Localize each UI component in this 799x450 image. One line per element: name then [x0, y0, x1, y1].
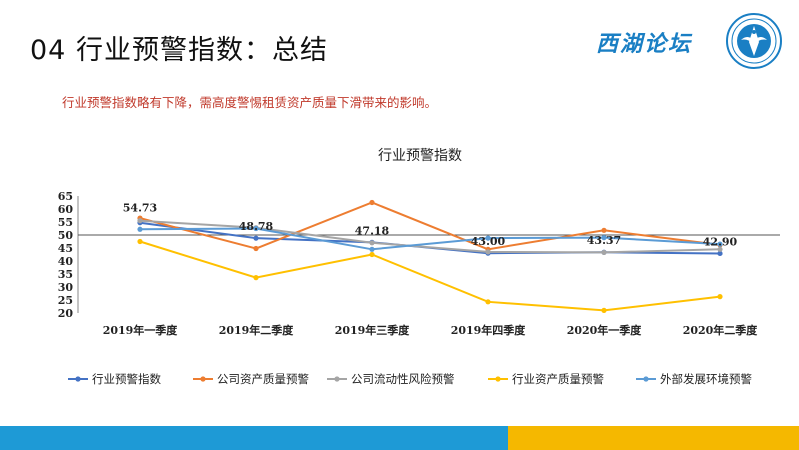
- legend-label: 行业预警指数: [92, 372, 161, 386]
- data-point: [485, 235, 491, 241]
- data-point: [717, 294, 723, 300]
- x-tick-label: 2020年二季度: [683, 323, 759, 337]
- data-label: 54.73: [123, 202, 157, 215]
- logo-emblem-icon: [726, 13, 782, 69]
- y-tick-label: 55: [58, 216, 73, 229]
- legend-item: 公司流动性风险预警: [327, 372, 455, 386]
- data-point: [253, 245, 259, 252]
- data-point: [369, 251, 375, 258]
- legend-label: 行业资产质量预警: [512, 372, 604, 386]
- data-point: [137, 238, 143, 245]
- data-labels: 54.73 48.78 47.18 43.00 43.37 42.90: [123, 202, 738, 249]
- data-point: [137, 226, 143, 232]
- y-tick-label: 30: [58, 281, 74, 294]
- slide-title: 04 行业预警指数：总结: [30, 35, 328, 66]
- x-tick-label: 2019年三季度: [335, 323, 411, 337]
- series-line: [139, 219, 721, 254]
- series-line: [139, 201, 721, 251]
- legend-item: 行业预警指数: [68, 372, 161, 386]
- x-tick-label: 2019年四季度: [451, 323, 527, 337]
- data-label: 42.90: [703, 235, 738, 248]
- chart-legend: 行业预警指数 公司资产质量预警 公司流动性风险预警 行业资产质量预警 外部发展环境预警: [68, 372, 752, 386]
- legend-marker: [643, 376, 649, 382]
- y-tick-label: 50: [58, 229, 74, 242]
- data-point: [369, 240, 375, 246]
- series-line: [139, 240, 721, 312]
- data-point: [717, 246, 723, 252]
- data-point: [485, 299, 491, 305]
- data-point: [601, 235, 607, 241]
- data-point: [601, 227, 607, 233]
- data-label: 43.37: [587, 234, 621, 247]
- footer-bar-blue: [0, 426, 508, 450]
- y-tick-label: 40: [58, 255, 74, 268]
- data-point: [253, 235, 259, 241]
- series-line: [139, 227, 721, 251]
- footer-bar-yellow: [508, 426, 799, 450]
- x-tick-label: 2019年二季度: [219, 323, 295, 337]
- legend-label: 外部发展环境预警: [660, 372, 752, 386]
- data-point: [717, 241, 723, 247]
- legend-item: 行业资产质量预警: [488, 372, 604, 386]
- logo-text: 西湖论坛: [596, 31, 693, 57]
- data-point: [369, 246, 375, 252]
- data-label: 48.78: [239, 220, 274, 233]
- y-tick-label: 45: [58, 242, 73, 255]
- data-point: [253, 275, 259, 281]
- legend-label: 公司流动性风险预警: [351, 372, 455, 386]
- data-label: 47.18: [355, 224, 390, 237]
- data-point: [485, 249, 491, 255]
- chart-title: 行业预警指数: [378, 148, 462, 164]
- data-label: 43.00: [471, 235, 506, 248]
- legend-marker: [495, 376, 501, 382]
- y-tick-label: 25: [58, 294, 73, 307]
- x-tick-label: 2020年一季度: [567, 323, 643, 337]
- legend-item: 外部发展环境预警: [636, 372, 752, 386]
- y-tick-label: 35: [58, 268, 73, 281]
- data-point: [717, 250, 723, 257]
- data-point: [253, 225, 259, 232]
- y-tick-label: 20: [58, 307, 74, 320]
- legend-marker: [200, 376, 206, 382]
- legend-label: 公司资产质量预警: [217, 372, 309, 386]
- x-tick-label: 2019年一季度: [103, 323, 179, 337]
- legend-item: 公司资产质量预警: [193, 372, 309, 386]
- series-layer: [137, 199, 723, 313]
- x-axis: 2019年一季度 2019年二季度 2019年三季度 2019年四季度 2020年一季度…: [103, 323, 759, 337]
- series-line: [139, 221, 721, 255]
- data-point: [137, 218, 143, 224]
- y-tick-label: 65: [58, 190, 73, 203]
- data-point: [369, 199, 375, 206]
- slide-subtitle: 行业预警指数略有下降，需高度警惕租赁资产质量下滑带来的影响。: [62, 95, 438, 110]
- data-point: [601, 307, 607, 313]
- y-tick-label: 60: [58, 203, 74, 216]
- legend-marker: [75, 376, 81, 382]
- data-point: [601, 249, 607, 256]
- legend-marker: [334, 376, 340, 382]
